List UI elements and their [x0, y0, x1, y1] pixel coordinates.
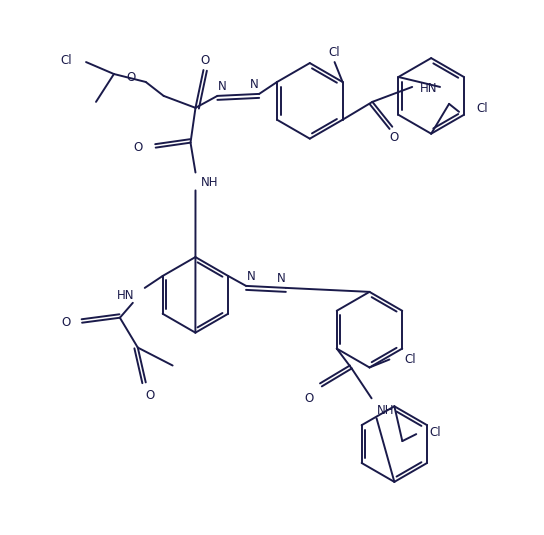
Text: O: O: [145, 389, 154, 402]
Text: Cl: Cl: [329, 45, 341, 59]
Text: Cl: Cl: [429, 426, 441, 439]
Text: O: O: [390, 131, 399, 144]
Text: Cl: Cl: [60, 54, 72, 66]
Text: O: O: [61, 316, 70, 329]
Text: Cl: Cl: [476, 102, 487, 116]
Text: N: N: [250, 79, 258, 91]
Text: N: N: [246, 271, 255, 284]
Text: N: N: [218, 80, 227, 94]
Text: Cl: Cl: [404, 353, 416, 366]
Text: O: O: [133, 141, 143, 154]
Text: HN: HN: [118, 289, 135, 302]
Text: O: O: [127, 72, 136, 85]
Text: HN: HN: [420, 82, 437, 95]
Text: NH: NH: [376, 404, 394, 417]
Text: NH: NH: [201, 176, 218, 189]
Text: O: O: [201, 54, 210, 66]
Text: O: O: [305, 392, 314, 405]
Text: N: N: [276, 272, 285, 286]
